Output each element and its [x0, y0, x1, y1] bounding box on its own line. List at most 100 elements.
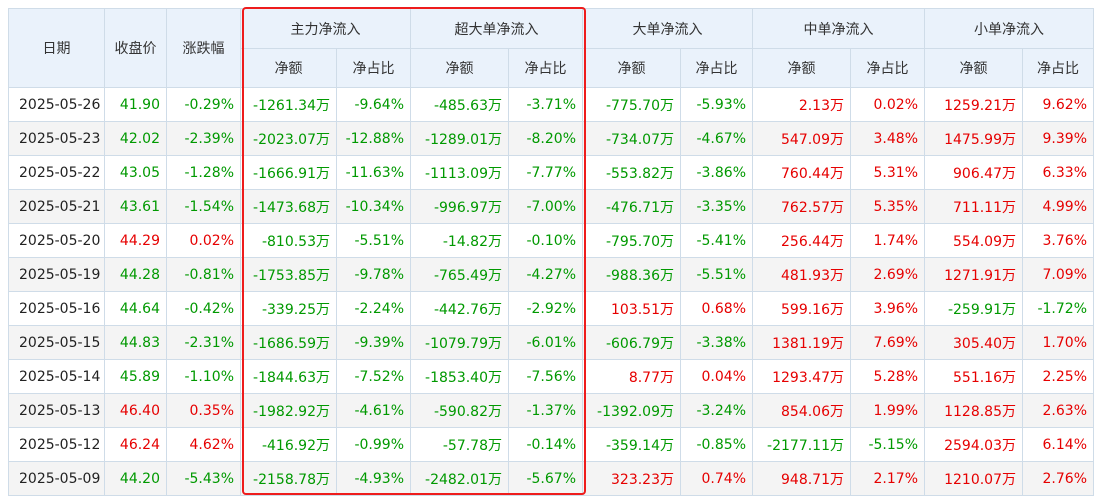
cell-super-ratio: -8.20% — [508, 121, 583, 156]
cell-small-amount: 551.16万 — [924, 359, 1023, 394]
cell-super-ratio: -0.10% — [508, 223, 583, 258]
cell-main-ratio: -9.64% — [336, 87, 411, 122]
table-row[interactable]: 2025-05-14 45.89 -1.10% -1844.63万 -7.52% -185… — [8, 359, 1094, 394]
cell-small-amount: 1128.85万 — [924, 393, 1023, 428]
cell-small-ratio: 6.33% — [1022, 155, 1094, 190]
cell-change: -0.29% — [166, 87, 241, 122]
table-row[interactable]: 2025-05-13 46.40 0.35% -1982.92万 -4.61% -590.… — [8, 393, 1094, 428]
cell-medium-amount: 1293.47万 — [752, 359, 851, 394]
table-row[interactable]: 2025-05-16 44.64 -0.42% -339.25万 -2.24% -442.… — [8, 291, 1094, 326]
cell-super-ratio: -6.01% — [508, 325, 583, 360]
table-row[interactable]: 2025-05-22 43.05 -1.28% -1666.91万 -11.63% -11… — [8, 155, 1094, 190]
cell-date: 2025-05-20 — [8, 223, 105, 258]
cell-super-ratio: -7.56% — [508, 359, 583, 394]
cell-close: 44.29 — [104, 223, 167, 258]
cell-main-ratio: -5.51% — [336, 223, 411, 258]
cell-super-amount: -14.82万 — [410, 223, 509, 258]
cell-small-ratio: 2.25% — [1022, 359, 1094, 394]
table-row[interactable]: 2025-05-12 46.24 4.62% -416.92万 -0.99% -57.78… — [8, 427, 1094, 462]
header-large-ratio[interactable]: 净占比 — [680, 48, 753, 88]
header-main-ratio[interactable]: 净占比 — [336, 48, 411, 88]
cell-small-amount: -259.91万 — [924, 291, 1023, 326]
cell-small-ratio: 3.76% — [1022, 223, 1094, 258]
header-small-inflow: 小单净流入 — [924, 8, 1094, 49]
table-row[interactable]: 2025-05-26 41.90 -0.29% -1261.34万 -9.64% -485… — [8, 87, 1094, 122]
cell-large-amount: -734.07万 — [582, 121, 681, 156]
cell-medium-ratio: 2.69% — [850, 257, 925, 292]
cell-medium-amount: 256.44万 — [752, 223, 851, 258]
cell-super-amount: -590.82万 — [410, 393, 509, 428]
cell-main-amount: -1473.68万 — [240, 189, 337, 224]
cell-small-ratio: 7.09% — [1022, 257, 1094, 292]
cell-date: 2025-05-13 — [8, 393, 105, 428]
cell-main-ratio: -7.52% — [336, 359, 411, 394]
cell-large-amount: -606.79万 — [582, 325, 681, 360]
cell-small-amount: 1210.07万 — [924, 461, 1023, 496]
cell-small-amount: 2594.03万 — [924, 427, 1023, 462]
cell-medium-amount: 762.57万 — [752, 189, 851, 224]
cell-medium-amount: 854.06万 — [752, 393, 851, 428]
cell-close: 42.02 — [104, 121, 167, 156]
header-large-amount[interactable]: 净额 — [582, 48, 681, 88]
header-super-inflow: 超大单净流入 — [410, 8, 583, 49]
cell-close: 41.90 — [104, 87, 167, 122]
cell-medium-ratio: 1.99% — [850, 393, 925, 428]
table-row[interactable]: 2025-05-19 44.28 -0.81% -1753.85万 -9.78% -765… — [8, 257, 1094, 292]
cell-medium-amount: -2177.11万 — [752, 427, 851, 462]
cell-change: -1.54% — [166, 189, 241, 224]
cell-close: 43.05 — [104, 155, 167, 190]
cell-date: 2025-05-14 — [8, 359, 105, 394]
cell-close: 44.64 — [104, 291, 167, 326]
cell-small-amount: 1271.91万 — [924, 257, 1023, 292]
cell-main-ratio: -4.61% — [336, 393, 411, 428]
cell-large-ratio: -3.38% — [680, 325, 753, 360]
cell-date: 2025-05-09 — [8, 461, 105, 496]
cell-medium-ratio: 3.48% — [850, 121, 925, 156]
header-medium-ratio[interactable]: 净占比 — [850, 48, 925, 88]
header-close[interactable]: 收盘价 — [104, 8, 167, 88]
cell-medium-ratio: -5.15% — [850, 427, 925, 462]
cell-close: 43.61 — [104, 189, 167, 224]
cell-date: 2025-05-12 — [8, 427, 105, 462]
cell-super-amount: -1289.01万 — [410, 121, 509, 156]
cell-large-ratio: -4.67% — [680, 121, 753, 156]
header-date[interactable]: 日期 — [8, 8, 105, 88]
cell-large-ratio: -3.35% — [680, 189, 753, 224]
header-main-amount[interactable]: 净额 — [240, 48, 337, 88]
header-small-ratio[interactable]: 净占比 — [1022, 48, 1094, 88]
cell-change: -1.28% — [166, 155, 241, 190]
cell-close: 46.24 — [104, 427, 167, 462]
table-row[interactable]: 2025-05-09 44.20 -5.43% -2158.78万 -4.93% -248… — [8, 461, 1094, 496]
table-row[interactable]: 2025-05-15 44.83 -2.31% -1686.59万 -9.39% -107… — [8, 325, 1094, 360]
cell-small-amount: 305.40万 — [924, 325, 1023, 360]
cell-main-ratio: -2.24% — [336, 291, 411, 326]
cell-main-amount: -2023.07万 — [240, 121, 337, 156]
cell-medium-amount: 481.93万 — [752, 257, 851, 292]
cell-medium-amount: 2.13万 — [752, 87, 851, 122]
cell-main-amount: -1666.91万 — [240, 155, 337, 190]
fund-flow-table: 日期 收盘价 涨跌幅 主力净流入 超大单净流入 大单净流入 中单净流入 小单净流… — [8, 8, 1094, 496]
cell-main-amount: -2158.78万 — [240, 461, 337, 496]
cell-date: 2025-05-21 — [8, 189, 105, 224]
cell-date: 2025-05-26 — [8, 87, 105, 122]
cell-medium-ratio: 2.17% — [850, 461, 925, 496]
header-super-ratio[interactable]: 净占比 — [508, 48, 583, 88]
table-row[interactable]: 2025-05-20 44.29 0.02% -810.53万 -5.51% -14.82… — [8, 223, 1094, 258]
cell-large-amount: -553.82万 — [582, 155, 681, 190]
table-row[interactable]: 2025-05-23 42.02 -2.39% -2023.07万 -12.88% -12… — [8, 121, 1094, 156]
table-header: 日期 收盘价 涨跌幅 主力净流入 超大单净流入 大单净流入 中单净流入 小单净流… — [8, 8, 1094, 88]
cell-main-amount: -1844.63万 — [240, 359, 337, 394]
cell-large-amount: -359.14万 — [582, 427, 681, 462]
cell-change: -2.31% — [166, 325, 241, 360]
table-row[interactable]: 2025-05-21 43.61 -1.54% -1473.68万 -10.34% -99… — [8, 189, 1094, 224]
cell-small-ratio: 9.62% — [1022, 87, 1094, 122]
cell-large-amount: -775.70万 — [582, 87, 681, 122]
cell-main-ratio: -10.34% — [336, 189, 411, 224]
cell-super-amount: -57.78万 — [410, 427, 509, 462]
header-medium-amount[interactable]: 净额 — [752, 48, 851, 88]
cell-super-ratio: -7.77% — [508, 155, 583, 190]
header-super-amount[interactable]: 净额 — [410, 48, 509, 88]
header-change[interactable]: 涨跌幅 — [166, 8, 241, 88]
cell-large-ratio: 0.68% — [680, 291, 753, 326]
header-small-amount[interactable]: 净额 — [924, 48, 1023, 88]
